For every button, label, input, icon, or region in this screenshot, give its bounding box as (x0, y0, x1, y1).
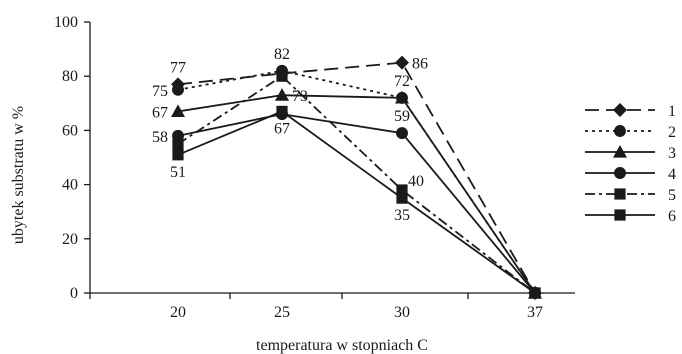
data-label: 35 (394, 207, 410, 224)
legend-label: 3 (668, 145, 676, 162)
y-tick-label: 60 (62, 122, 78, 139)
y-axis-label: ubytek substratu w % (10, 106, 27, 244)
series-5 (172, 70, 541, 299)
legend-item: 1 (585, 103, 676, 120)
data-label: 59 (394, 108, 410, 125)
square-marker (276, 70, 288, 82)
series-line (177, 110, 536, 294)
series-line (177, 113, 536, 294)
axes (89, 22, 575, 294)
y-tick-label: 80 (62, 68, 78, 85)
circle-marker (396, 127, 408, 140)
triangle-marker (171, 104, 185, 118)
legend-label: 6 (668, 208, 676, 225)
legend-label: 4 (668, 166, 676, 183)
x-tick-label: 30 (394, 304, 410, 321)
data-label: 58 (152, 129, 168, 146)
data-label: 82 (274, 46, 290, 63)
triangle-marker (275, 88, 289, 101)
y-tick-label: 40 (62, 177, 78, 194)
legend: 1 2 3 4 5 6 (585, 103, 676, 225)
legend-label: 2 (668, 124, 676, 141)
legend-item: 2 (585, 124, 676, 141)
circle-marker (172, 83, 184, 96)
data-label: 77 (170, 59, 186, 76)
x-tick-label: 25 (274, 304, 290, 321)
diamond-marker (395, 55, 409, 70)
data-label: 72 (394, 73, 410, 90)
y-tick-label: 0 (70, 285, 78, 302)
y-tick-label: 100 (54, 14, 78, 31)
series-2 (172, 64, 541, 299)
legend-label: 1 (668, 103, 676, 120)
data-label: 86 (412, 56, 428, 73)
square-marker (172, 138, 184, 150)
series-6 (172, 105, 541, 299)
series-line (177, 69, 536, 294)
square-marker (172, 149, 184, 161)
legend-item: 4 (585, 166, 676, 183)
series-3 (171, 88, 542, 299)
legend-item: 3 (585, 145, 676, 162)
series-4 (172, 108, 541, 299)
triangle-marker (395, 90, 409, 104)
series-line (177, 75, 536, 294)
x-tick-label: 20 (170, 304, 186, 321)
data-label: 40 (408, 173, 424, 190)
square-marker (396, 192, 408, 204)
legend-item: 5 (585, 187, 676, 204)
square-marker (276, 105, 288, 118)
legend-label: 5 (668, 187, 676, 204)
data-label: 67 (152, 104, 168, 121)
triangle-marker (613, 145, 627, 158)
square-marker (614, 209, 626, 221)
series-line (177, 61, 536, 294)
series-1 (171, 55, 542, 300)
circle-marker (614, 125, 626, 137)
diamond-marker (613, 103, 627, 117)
y-tick-label: 20 (62, 231, 78, 248)
x-axis-label: temperatura w stopniach C (256, 337, 428, 354)
y-ticks: 0 20 40 60 80 100 (54, 14, 90, 302)
data-label: 51 (170, 164, 186, 181)
data-label: 67 (274, 120, 290, 137)
x-tick-label: 37 (527, 304, 543, 321)
circle-marker (614, 167, 626, 179)
square-marker (396, 184, 408, 196)
x-ticks: 20 25 30 37 (89, 293, 543, 321)
series-line (177, 94, 536, 294)
data-label: 75 (152, 83, 168, 100)
series-layer (171, 55, 542, 300)
square-marker (529, 287, 541, 299)
legend-item: 6 (585, 208, 676, 225)
data-label: 73 (292, 88, 308, 105)
square-marker (614, 188, 626, 200)
